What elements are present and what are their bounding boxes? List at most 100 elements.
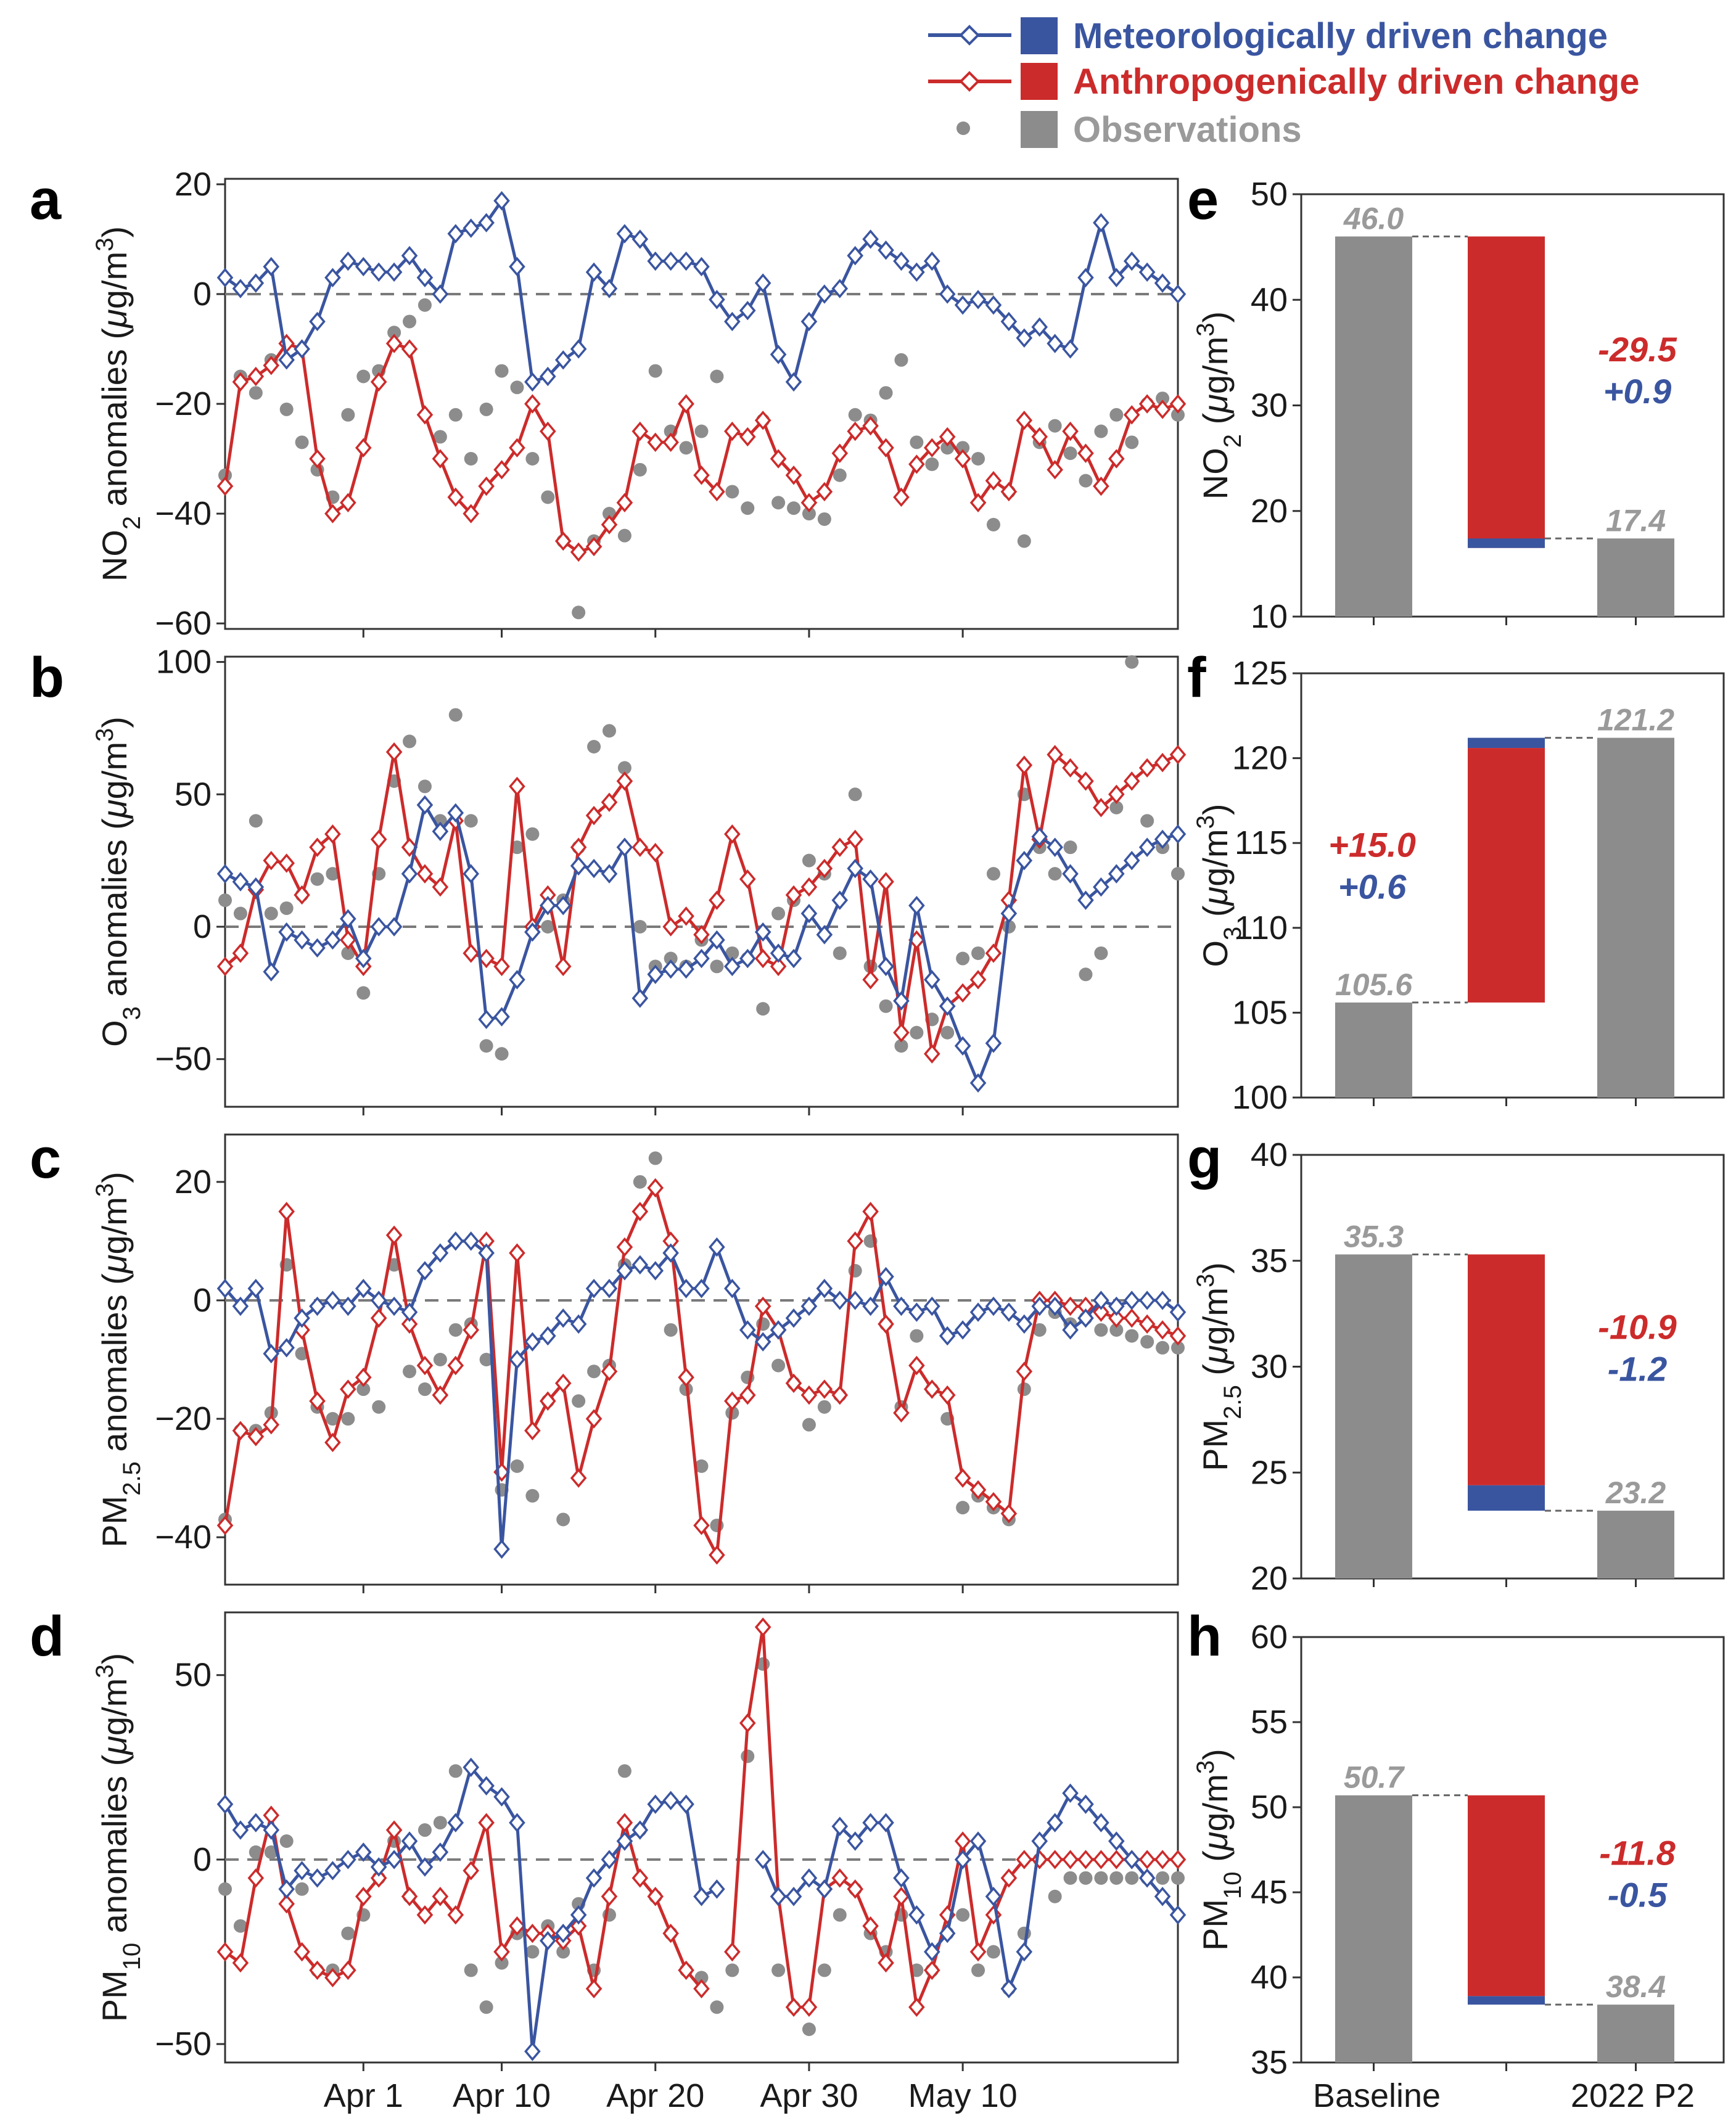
x-tick-label: Apr 30 <box>760 2077 858 2114</box>
met-point-d <box>969 1831 987 1851</box>
anthro-point-c <box>355 1368 372 1387</box>
met-point-a <box>954 295 971 315</box>
met-point-b <box>693 948 710 969</box>
observation-point-a <box>448 408 463 422</box>
y-axis-label-f: O3 (μg/m3) <box>1192 804 1246 967</box>
met-point-d <box>524 2042 541 2061</box>
anthro-effect-label-e: -29.5 <box>1598 330 1677 369</box>
met-point-d <box>908 1905 925 1925</box>
y-axis-label-c: PM2.5 anomalies (μg/m3) <box>91 1172 146 1548</box>
observation-point-b <box>479 1039 493 1053</box>
anthro-point-b <box>340 930 356 950</box>
x-tick-label: May 10 <box>908 2077 1018 2114</box>
met-point-d <box>1047 1813 1063 1833</box>
y-tick-label-e: 50 <box>1251 176 1288 213</box>
panel-letter-f: f <box>1187 646 1206 709</box>
final-bar-g <box>1597 1511 1674 1578</box>
met-point-d <box>785 1887 802 1906</box>
observation-point-b <box>233 906 247 921</box>
met-point-c <box>831 1291 849 1310</box>
anthro-point-a <box>631 421 649 441</box>
anthro-point-d <box>678 1960 694 1980</box>
met-point-b <box>509 970 525 990</box>
anthro-point-a <box>416 405 434 425</box>
y-tick-label-c: 20 <box>175 1164 212 1200</box>
met-point-c <box>447 1231 464 1251</box>
anthro-point-c <box>693 1516 710 1535</box>
anthro-point-d <box>662 1923 679 1943</box>
baseline-bar-e <box>1335 236 1412 617</box>
anthro-point-a <box>263 355 280 376</box>
met-point-a <box>278 350 295 370</box>
anthro-point-d <box>355 1887 372 1906</box>
observation-point-a <box>848 408 862 422</box>
anthro-point-a <box>585 536 603 557</box>
anthro-point-b <box>463 943 480 963</box>
y-tick-label-h: 35 <box>1251 2044 1288 2081</box>
anthro-point-c <box>1154 1320 1171 1340</box>
met-point-b <box>601 864 618 884</box>
final-value-label-f: 121.2 <box>1597 703 1674 737</box>
met-point-d <box>1154 1887 1171 1906</box>
met-point-b <box>263 962 280 982</box>
observation-point-d <box>1079 1871 1093 1885</box>
y-tick-label-g: 20 <box>1251 1560 1288 1597</box>
anthro-point-a <box>1108 449 1125 469</box>
observation-point-a <box>1079 474 1093 488</box>
anthro-point-d <box>800 1997 818 2017</box>
observation-point-b <box>894 1039 908 1053</box>
legend-met-label: Meteorologically driven change <box>1073 16 1608 56</box>
observation-point-b <box>956 951 970 966</box>
observation-point-c <box>510 1459 524 1473</box>
anthro-point-b <box>401 837 418 857</box>
met-point-c <box>908 1302 925 1322</box>
met-effect-label-f: +0.6 <box>1338 867 1407 906</box>
observation-point-a <box>510 380 524 395</box>
anthro-point-d <box>878 1953 894 1973</box>
anthro-point-b <box>478 948 495 969</box>
met-point-c <box>662 1243 679 1263</box>
met-point-a <box>985 295 1002 315</box>
met-point-c <box>263 1344 280 1364</box>
met-point-b <box>370 917 387 937</box>
final-value-label-e: 17.4 <box>1606 503 1666 538</box>
anthro-change-bar-f <box>1468 748 1545 1003</box>
anthro-point-c <box>724 1391 741 1411</box>
met-point-d <box>432 1842 449 1862</box>
observation-point-c <box>433 1353 447 1366</box>
observation-point-d <box>802 2022 816 2037</box>
met-point-d <box>954 1850 971 1869</box>
anthro-point-c <box>709 1545 725 1565</box>
y-tick-label-h: 60 <box>1251 1619 1288 1656</box>
anthro-point-c <box>939 1385 956 1405</box>
met-point-c <box>370 1291 387 1310</box>
met-point-c <box>739 1320 756 1340</box>
legend-anthro-diamond-icon <box>959 71 980 92</box>
met-point-c <box>985 1296 1002 1316</box>
observation-point-b <box>802 853 816 868</box>
anthro-point-c <box>1016 1361 1033 1381</box>
met-point-d <box>340 1850 356 1869</box>
anthro-point-b <box>816 858 833 879</box>
anthro-point-c <box>247 1427 265 1447</box>
anthro-point-d <box>831 1868 849 1888</box>
baseline-bar-h <box>1335 1795 1412 2062</box>
met-point-b <box>616 837 633 857</box>
observation-point-c <box>1094 1323 1108 1337</box>
observation-point-b <box>218 893 232 908</box>
observation-point-d <box>218 1882 232 1896</box>
anthro-point-d <box>1077 1850 1094 1869</box>
anthro-point-a <box>754 410 771 430</box>
met-point-b <box>232 872 249 892</box>
met-point-a <box>785 372 802 392</box>
observation-point-d <box>495 1956 509 1970</box>
met-point-a <box>1154 273 1171 293</box>
met-point-c <box>893 1296 910 1316</box>
anthro-point-b <box>1154 753 1171 773</box>
anthro-point-b <box>770 956 787 977</box>
anthro-point-c <box>585 1409 603 1429</box>
anthro-point-b <box>585 805 603 826</box>
met-point-a <box>1138 262 1156 282</box>
y-tick-label-c: −40 <box>155 1519 212 1556</box>
met-point-c <box>754 1332 771 1352</box>
